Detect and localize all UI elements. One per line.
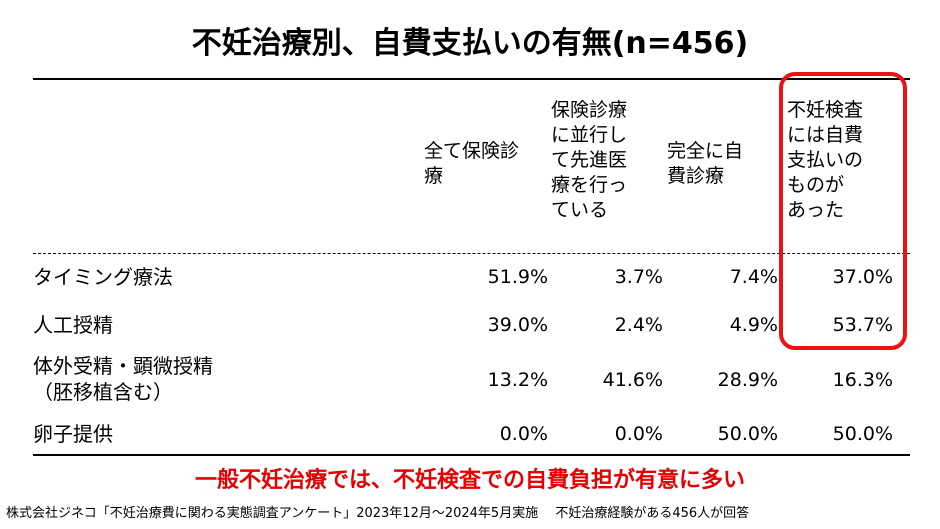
- column-header-test-self-pay: 不妊検査 には自費 支払いの ものが あった: [787, 99, 864, 221]
- source-note: 株式会社ジネコ「不妊治療費に関わる実態調査アンケート」2023年12月～2024…: [6, 506, 750, 521]
- table-cell: 7.4%: [729, 266, 778, 288]
- table-cell: 39.0%: [487, 314, 548, 336]
- table-cell: 50.0%: [832, 423, 893, 445]
- conclusion-text: 一般不妊治療では、不妊検査での自費負担が有意に多い: [194, 468, 745, 493]
- page-title: 不妊治療別、自費支払いの有無(n=456): [191, 26, 749, 61]
- row-label-timing: タイミング療法: [33, 265, 173, 289]
- table-cell: 16.3%: [832, 369, 893, 391]
- table-cell: 53.7%: [832, 314, 893, 336]
- table-cell: 13.2%: [487, 369, 548, 391]
- column-header-all-insurance: 全て保険診 療: [424, 140, 520, 187]
- table-cell: 28.9%: [717, 369, 778, 391]
- column-header-fully-self-pay: 完全に自 費診療: [667, 140, 744, 187]
- column-header-insurance-plus-advanced: 保険診療 に並行し て先進医 療を行っ ている: [551, 99, 628, 221]
- table-cell: 50.0%: [717, 423, 778, 445]
- table-cell: 4.9%: [729, 314, 778, 336]
- highlight-box: [779, 72, 907, 350]
- table-top-rule: [33, 78, 910, 80]
- row-label-egg-donation: 卵子提供: [33, 422, 113, 446]
- table-cell: 37.0%: [832, 266, 893, 288]
- table-cell: 0.0%: [499, 423, 548, 445]
- table-cell: 3.7%: [614, 266, 663, 288]
- table-cell: 51.9%: [487, 266, 548, 288]
- table-cell: 41.6%: [602, 369, 663, 391]
- row-label-artificial-insemination: 人工授精: [33, 313, 113, 337]
- table-cell: 0.0%: [614, 423, 663, 445]
- table-bottom-rule: [33, 454, 910, 456]
- header-divider: [33, 253, 910, 254]
- table-cell: 2.4%: [614, 314, 663, 336]
- row-label-ivf-icsi: 体外受精・顕微授精 （胚移植含む）: [33, 354, 213, 404]
